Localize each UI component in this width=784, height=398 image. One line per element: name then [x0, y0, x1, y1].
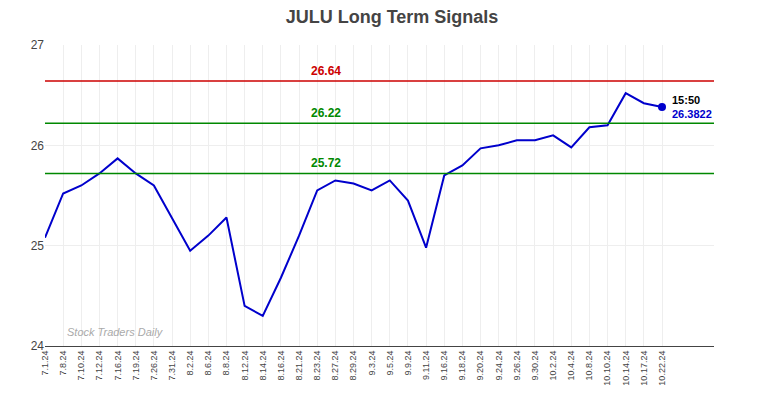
svg-text:9.20.24: 9.20.24	[475, 351, 485, 381]
svg-text:10.10.24: 10.10.24	[602, 351, 612, 386]
svg-text:8.12.24: 8.12.24	[240, 351, 250, 381]
svg-text:9.5.24: 9.5.24	[385, 351, 395, 376]
svg-text:25.72: 25.72	[311, 156, 341, 170]
svg-text:7.26.24: 7.26.24	[149, 351, 159, 381]
svg-text:7.10.24: 7.10.24	[76, 351, 86, 381]
svg-text:9.30.24: 9.30.24	[530, 351, 540, 381]
svg-text:9.24.24: 9.24.24	[494, 351, 504, 381]
svg-text:7.19.24: 7.19.24	[131, 351, 141, 381]
svg-text:24: 24	[31, 339, 45, 353]
svg-text:27: 27	[31, 38, 45, 52]
svg-text:10.14.24: 10.14.24	[621, 351, 631, 386]
svg-text:8.16.24: 8.16.24	[276, 351, 286, 381]
svg-text:7.12.24: 7.12.24	[94, 351, 104, 381]
svg-text:15:50: 15:50	[672, 94, 700, 106]
svg-text:10.17.24: 10.17.24	[639, 351, 649, 386]
svg-text:10.8.24: 10.8.24	[584, 351, 594, 381]
svg-text:Stock Traders Daily: Stock Traders Daily	[67, 326, 164, 338]
svg-text:9.18.24: 9.18.24	[457, 351, 467, 381]
svg-text:7.1.24: 7.1.24	[40, 351, 50, 376]
svg-text:7.8.24: 7.8.24	[58, 351, 68, 376]
svg-text:26.3822: 26.3822	[672, 108, 712, 120]
svg-text:8.21.24: 8.21.24	[294, 351, 304, 381]
svg-text:7.31.24: 7.31.24	[167, 351, 177, 381]
svg-text:8.29.24: 8.29.24	[348, 351, 358, 381]
svg-text:9.11.24: 9.11.24	[421, 351, 431, 380]
svg-text:8.2.24: 8.2.24	[185, 351, 195, 376]
svg-text:7.16.24: 7.16.24	[113, 351, 123, 381]
svg-text:JULU Long Term Signals: JULU Long Term Signals	[286, 7, 499, 27]
svg-text:8.23.24: 8.23.24	[312, 351, 322, 381]
svg-text:26: 26	[31, 139, 45, 153]
svg-text:25: 25	[31, 239, 45, 253]
svg-text:8.14.24: 8.14.24	[258, 351, 268, 381]
svg-text:10.2.24: 10.2.24	[548, 351, 558, 381]
svg-text:26.22: 26.22	[311, 106, 341, 120]
svg-text:9.3.24: 9.3.24	[367, 351, 377, 376]
svg-text:9.26.24: 9.26.24	[512, 351, 522, 381]
svg-text:10.22.24: 10.22.24	[657, 351, 667, 386]
svg-text:10.4.24: 10.4.24	[566, 351, 576, 381]
svg-text:8.27.24: 8.27.24	[330, 351, 340, 381]
svg-text:8.6.24: 8.6.24	[203, 351, 213, 376]
svg-text:26.64: 26.64	[311, 64, 341, 78]
svg-text:9.9.24: 9.9.24	[403, 351, 413, 376]
svg-text:8.8.24: 8.8.24	[221, 351, 231, 376]
svg-text:9.16.24: 9.16.24	[439, 351, 449, 381]
